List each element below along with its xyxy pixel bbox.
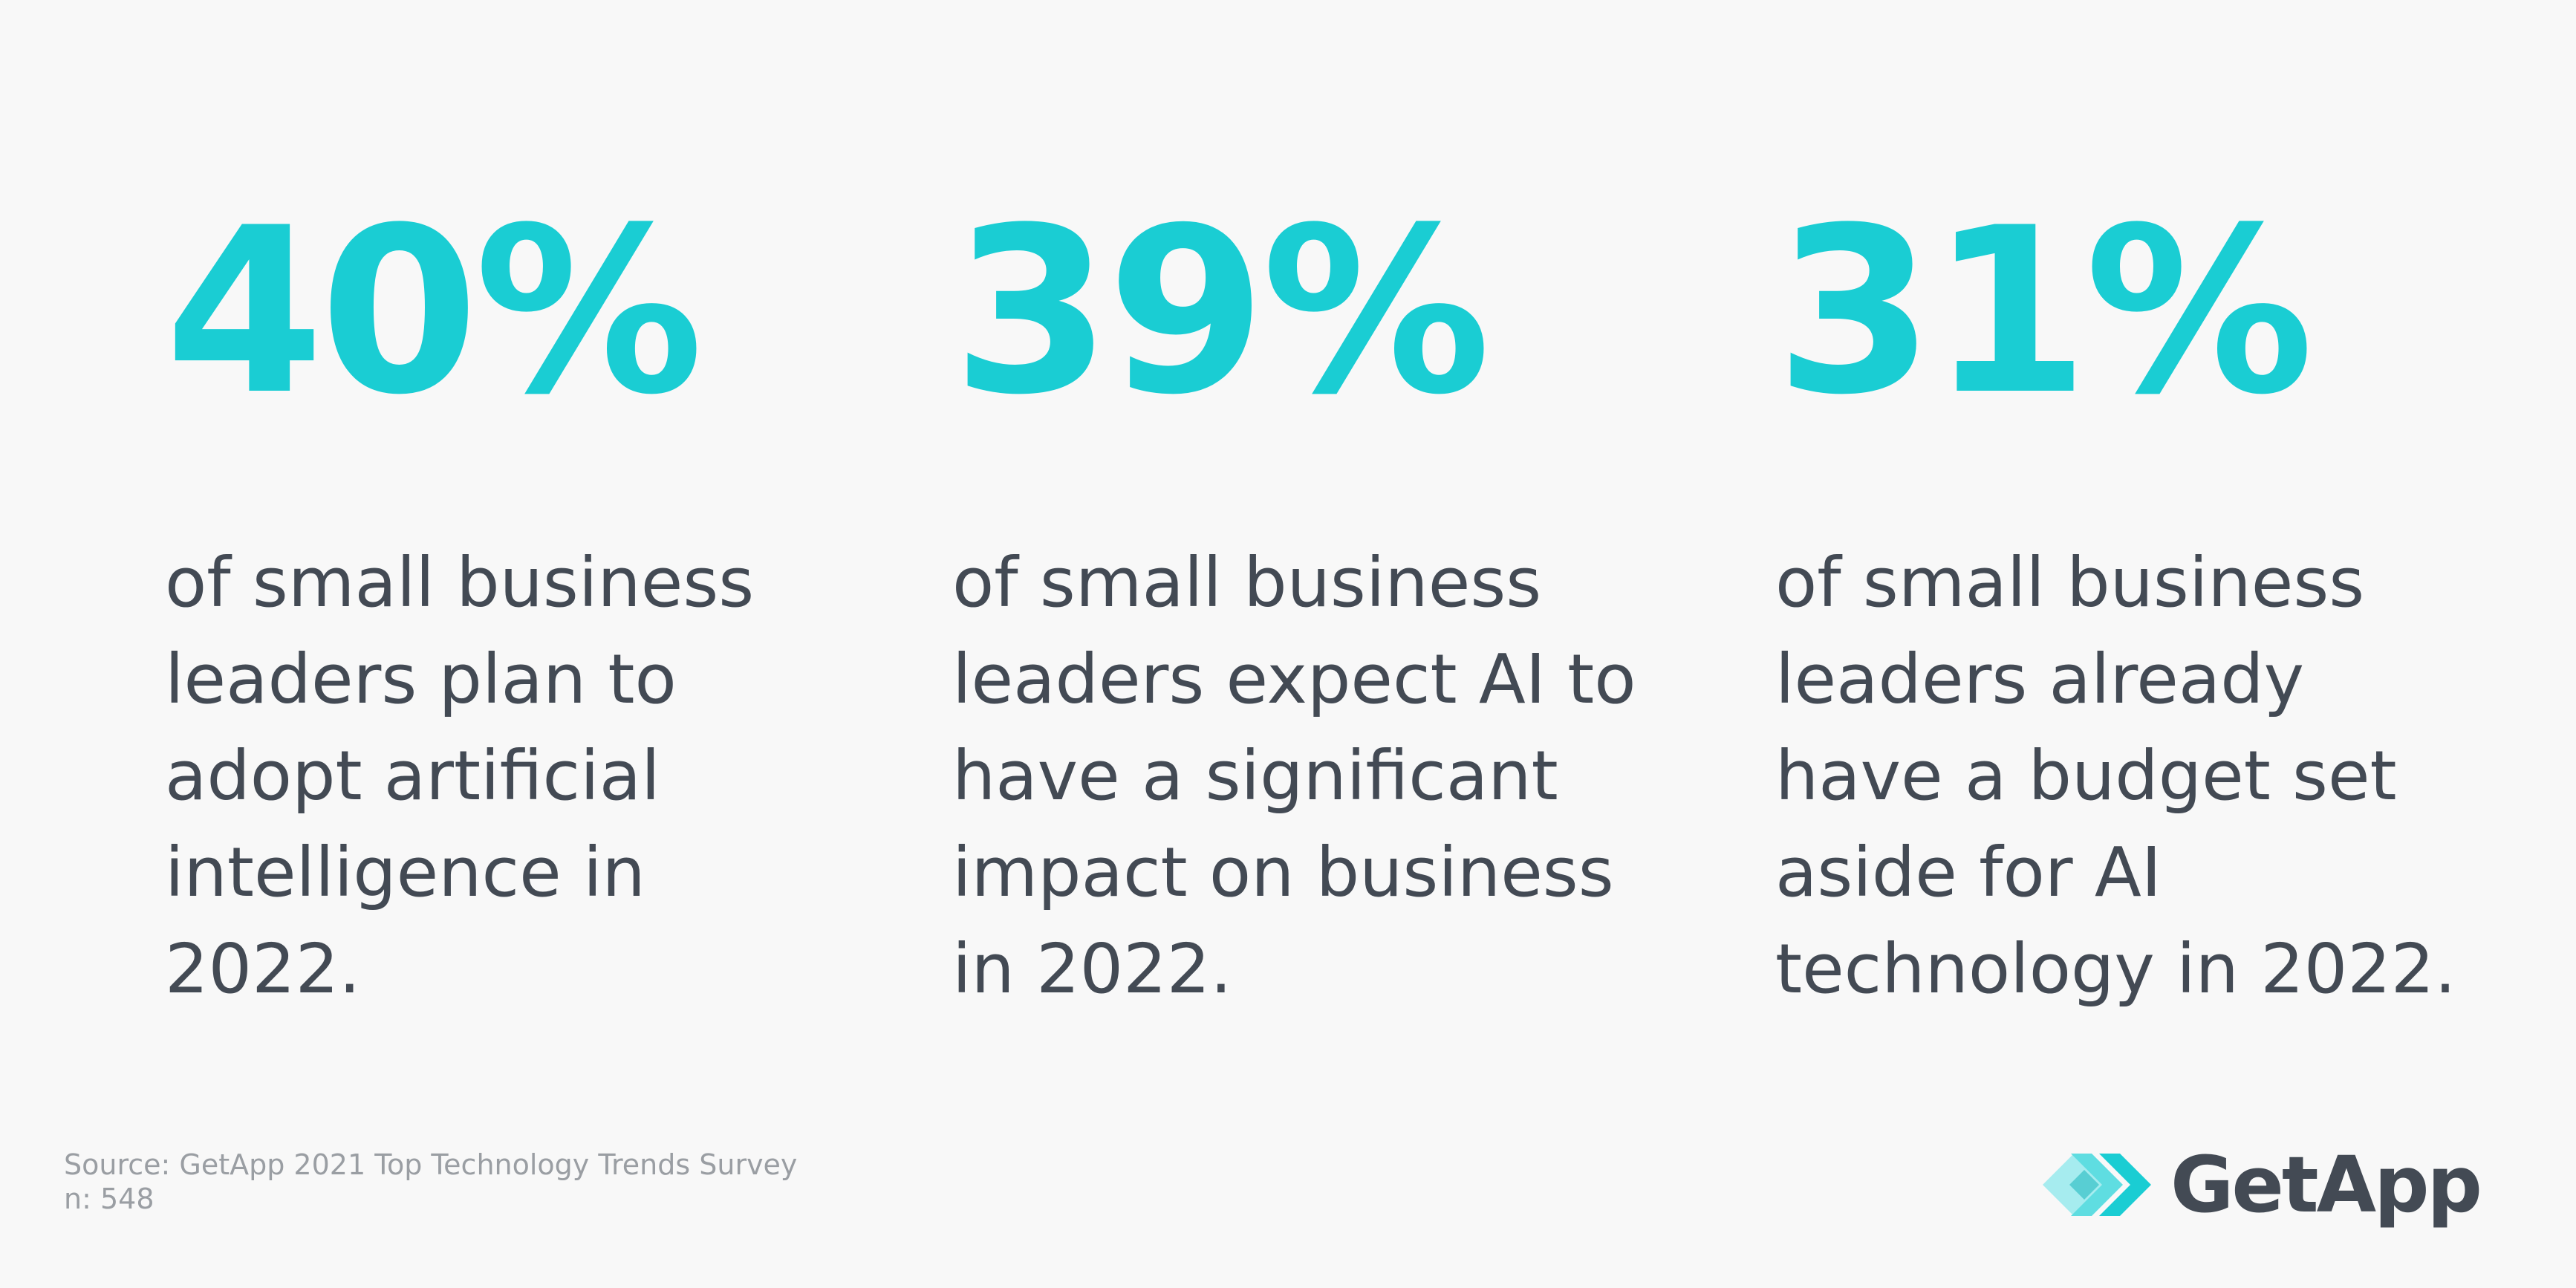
stat-description-line: have a significant xyxy=(952,736,1558,816)
stat-description-line: in 2022. xyxy=(952,929,1232,1009)
stat-description-line: impact on business xyxy=(952,833,1614,912)
stat-description-line: intelligence in xyxy=(165,833,645,912)
stat-value-2: 39% xyxy=(952,178,1491,445)
stat-description-line: aside for AI xyxy=(1775,833,2162,912)
logo-wordmark: GetApp xyxy=(2170,1139,2482,1230)
stat-description-3: of small business leaders already have a… xyxy=(1775,535,2488,1018)
stat-value-3: 31% xyxy=(1775,178,2314,445)
stat-description-line: leaders already xyxy=(1775,640,2305,719)
getapp-logo: GetApp xyxy=(2043,1136,2503,1233)
stat-description-line: leaders expect AI to xyxy=(952,640,1636,719)
stat-description-line: have a budget set xyxy=(1775,736,2397,816)
stat-block-3: 31% of small business leaders already ha… xyxy=(1775,178,2488,1018)
stat-description-line: of small business xyxy=(1775,543,2365,622)
stat-description-line: adopt artificial xyxy=(165,736,660,816)
stat-description-line: of small business xyxy=(952,543,1542,622)
stat-value-1: 40% xyxy=(165,178,703,445)
stat-description-1: of small business leaders plan to adopt … xyxy=(165,535,878,1018)
getapp-chevrons-icon xyxy=(2043,1154,2151,1216)
stat-description-line: 2022. xyxy=(165,929,361,1009)
stat-description-line: leaders plan to xyxy=(165,640,677,719)
stat-block-1: 40% of small business leaders plan to ad… xyxy=(165,178,878,1018)
stat-description-2: of small business leaders expect AI to h… xyxy=(952,535,1665,1018)
sample-size-text: n: 548 xyxy=(64,1183,155,1215)
source-note: Source: GetApp 2021 Top Technology Trend… xyxy=(64,1148,797,1216)
stat-description-line: technology in 2022. xyxy=(1775,929,2456,1009)
stat-block-2: 39% of small business leaders expect AI … xyxy=(952,178,1665,1018)
stat-description-line: of small business xyxy=(165,543,755,622)
source-text: Source: GetApp 2021 Top Technology Trend… xyxy=(64,1148,798,1181)
